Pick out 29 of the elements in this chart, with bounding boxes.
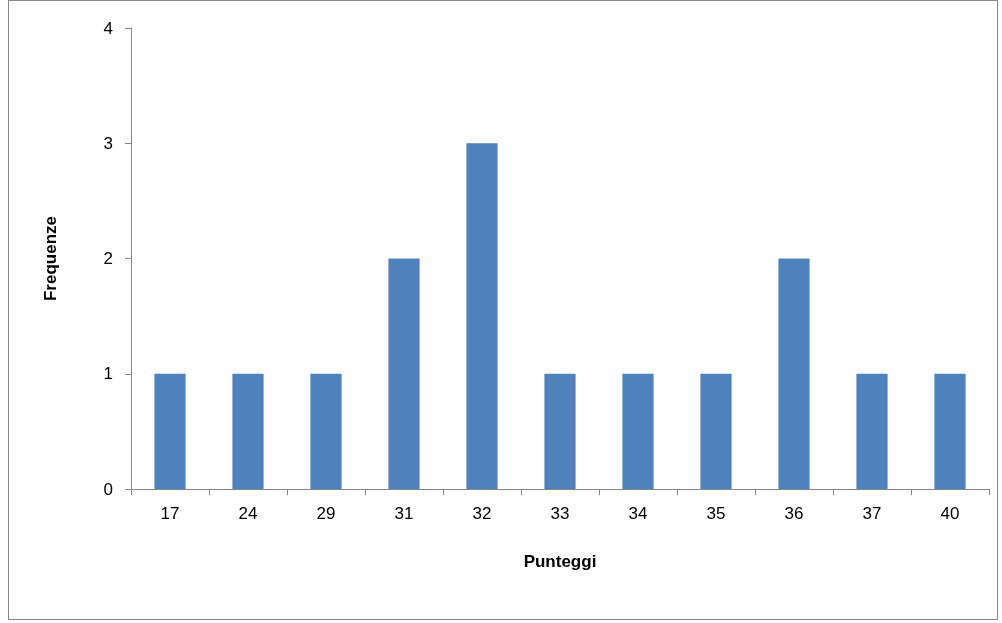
bar — [934, 373, 966, 489]
bar — [232, 373, 264, 489]
bar — [388, 258, 420, 489]
x-tick-label: 40 — [940, 504, 960, 523]
y-axis-title: Frequenze — [41, 215, 60, 302]
bar — [622, 373, 654, 489]
bar — [466, 143, 498, 489]
x-tick-label: 24 — [238, 504, 258, 523]
x-tick-label: 33 — [550, 504, 570, 523]
x-tick-label: 35 — [706, 504, 726, 523]
x-tick-label: 37 — [862, 504, 882, 523]
y-tick-label: 1 — [103, 364, 113, 384]
x-tick-label: 32 — [472, 504, 492, 523]
x-tick-label: 29 — [316, 504, 336, 523]
bar — [154, 373, 186, 489]
bar — [544, 373, 576, 489]
x-tick-label: 31 — [394, 504, 414, 523]
y-tick-label: 0 — [103, 479, 113, 499]
x-axis-title: Punteggi — [523, 552, 597, 571]
bar — [856, 373, 888, 489]
x-tick-label: 36 — [784, 504, 804, 523]
x-tick-label: 17 — [160, 504, 180, 523]
bar — [700, 373, 732, 489]
y-tick-label: 4 — [103, 18, 113, 38]
x-tick-label: 34 — [628, 504, 648, 523]
bar — [778, 258, 810, 489]
y-tick-label: 3 — [103, 133, 113, 153]
bar — [310, 373, 342, 489]
y-tick-label: 2 — [103, 249, 113, 268]
